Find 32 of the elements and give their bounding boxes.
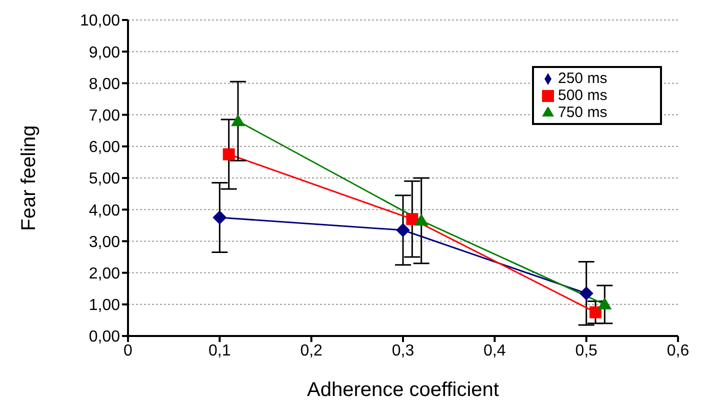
y-tick-label: 7,00 [88,107,120,124]
point [414,214,428,226]
x-tick-label: 0,4 [484,342,506,360]
point [231,114,245,126]
y-tick-label: 10,00 [80,12,120,30]
legend-label: 250 ms [558,70,608,87]
y-tick-label: 9,00 [88,44,120,62]
point [579,286,594,300]
y-tick-label: 1,00 [88,297,120,314]
y-tick-label: 2,00 [88,265,120,282]
point [212,210,227,224]
legend-label: 750 ms [558,104,608,121]
x-tick-label: 0 [124,342,133,360]
x-tick-label: 0,6 [666,342,690,360]
x-tick-label: 0,3 [392,342,414,360]
x-axis-title: Adherence coefficient [307,379,500,401]
y-tick-label: 0,00 [88,328,120,346]
y-tick-label: 6,00 [88,139,120,156]
y-axis-title: Fear feeling [18,125,40,231]
x-tick-label: 0,5 [575,342,598,360]
legend-label: 500 ms [558,87,608,104]
point [590,306,602,318]
point [598,297,612,310]
x-tick-label: 0,1 [208,342,231,360]
y-tick-label: 4,00 [88,202,120,220]
y-tick-label: 3,00 [88,234,120,251]
y-tick-label: 8,00 [88,76,120,93]
point [406,213,418,226]
point [222,148,235,160]
point [396,223,410,238]
y-tick-label: 5,00 [88,170,120,188]
x-tick-label: 0,2 [300,342,323,360]
